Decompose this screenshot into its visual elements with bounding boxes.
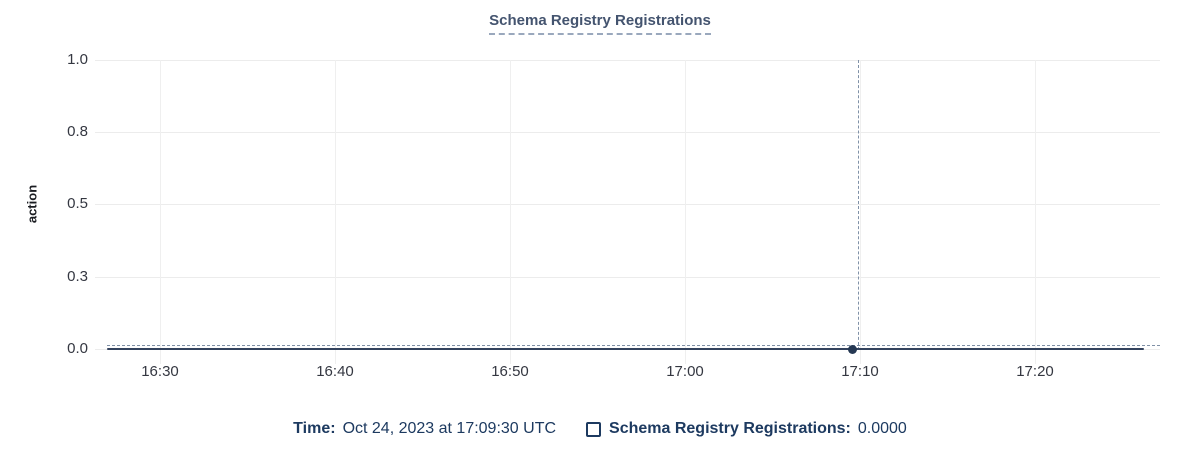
gridline-vertical: [685, 60, 686, 364]
gridline-horizontal: [95, 277, 1160, 278]
x-tick-label: 16:40: [316, 363, 354, 380]
gridline-vertical: [1035, 60, 1036, 364]
y-tick-label: 0.8: [67, 123, 88, 140]
chart-title[interactable]: Schema Registry Registrations: [489, 12, 711, 35]
y-tick-label: 0.5: [67, 195, 88, 212]
highlighted-point: [848, 345, 857, 354]
series-legend-value: 0.0000: [857, 420, 907, 437]
gridline-vertical: [335, 60, 336, 364]
tooltip-time-value: Oct 24, 2023 at 17:09:30 UTC: [342, 420, 557, 437]
gridline-horizontal: [95, 60, 1160, 61]
chart-header: Schema Registry Registrations: [0, 12, 1200, 35]
gridline-vertical: [160, 60, 161, 364]
x-tick-label: 17:00: [666, 363, 704, 380]
series-checkbox[interactable]: [586, 421, 602, 437]
crosshair-vertical-line: [858, 60, 859, 350]
gridline-horizontal: [95, 132, 1160, 133]
series-legend-label[interactable]: Schema Registry Registrations:: [609, 420, 851, 437]
x-tick-label: 16:50: [491, 363, 529, 380]
x-tick-label: 16:30: [141, 363, 179, 380]
y-tick-label: 1.0: [67, 51, 88, 68]
series-line: [107, 348, 1144, 350]
crosshair-horizontal-line: [107, 345, 1160, 346]
gridline-vertical: [860, 60, 861, 364]
tooltip-time-label: Time:: [293, 420, 336, 437]
y-tick-label: 0.3: [67, 268, 88, 285]
gridline-vertical: [510, 60, 511, 364]
plot-area[interactable]: [95, 60, 1160, 364]
x-tick-label: 17:10: [841, 363, 879, 380]
y-tick-label: 0.0: [67, 340, 88, 357]
tooltip-legend: Time: Oct 24, 2023 at 17:09:30 UTC Schem…: [0, 420, 1200, 438]
x-tick-label: 17:20: [1016, 363, 1054, 380]
gridline-horizontal: [95, 204, 1160, 205]
